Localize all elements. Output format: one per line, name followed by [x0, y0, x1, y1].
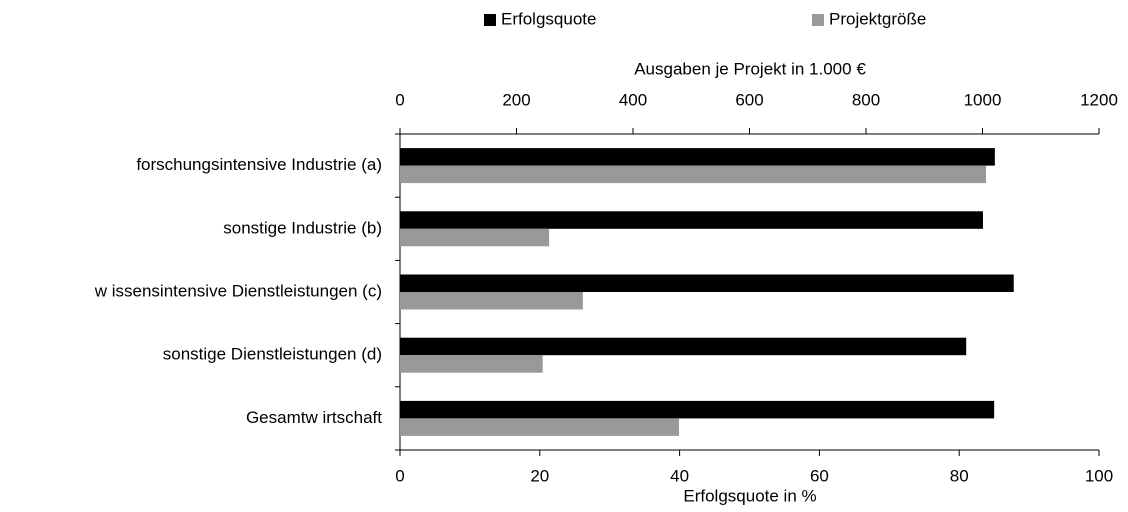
- bar: [400, 400, 995, 419]
- y-tick-label: w issensintensive Dienstleistungen (c): [94, 281, 382, 300]
- y-tick-label: sonstige Dienstleistungen (d): [163, 345, 382, 364]
- x2-axis-title: Ausgaben je Projekt in 1.000 €: [634, 59, 866, 78]
- x-tick-label: 20: [530, 466, 549, 485]
- bar: [400, 355, 543, 373]
- bar: [400, 211, 983, 229]
- x-tick-label: 80: [950, 466, 969, 485]
- bar: [400, 274, 1014, 292]
- bar: [400, 228, 550, 247]
- x-tick-label: 100: [1085, 466, 1113, 485]
- x-axis-title: Erfolgsquote in %: [683, 486, 816, 505]
- x2-tick-label: 600: [735, 90, 763, 109]
- bar: [400, 165, 986, 184]
- bar: [400, 292, 583, 310]
- x2-tick-label: 800: [852, 90, 880, 109]
- legend-swatch: [812, 14, 824, 26]
- x-tick-label: 40: [670, 466, 689, 485]
- legend-swatch: [484, 14, 496, 26]
- bar: [400, 148, 995, 166]
- x2-tick-label: 1000: [964, 90, 1002, 109]
- x-tick-label: 0: [395, 466, 404, 485]
- bar: [400, 418, 680, 436]
- legend-label: Projektgröße: [829, 9, 926, 28]
- x2-tick-label: 1200: [1080, 90, 1118, 109]
- x2-tick-label: 400: [619, 90, 647, 109]
- y-tick-label: Gesamtw irtschaft: [246, 408, 382, 427]
- y-tick-label: sonstige Industrie (b): [223, 218, 382, 237]
- bar: [400, 337, 967, 356]
- x2-tick-label: 200: [502, 90, 530, 109]
- legend-label: Erfolgsquote: [501, 9, 596, 28]
- y-tick-label: forschungsintensive Industrie (a): [136, 155, 382, 174]
- x-tick-label: 60: [810, 466, 829, 485]
- x2-tick-label: 0: [395, 90, 404, 109]
